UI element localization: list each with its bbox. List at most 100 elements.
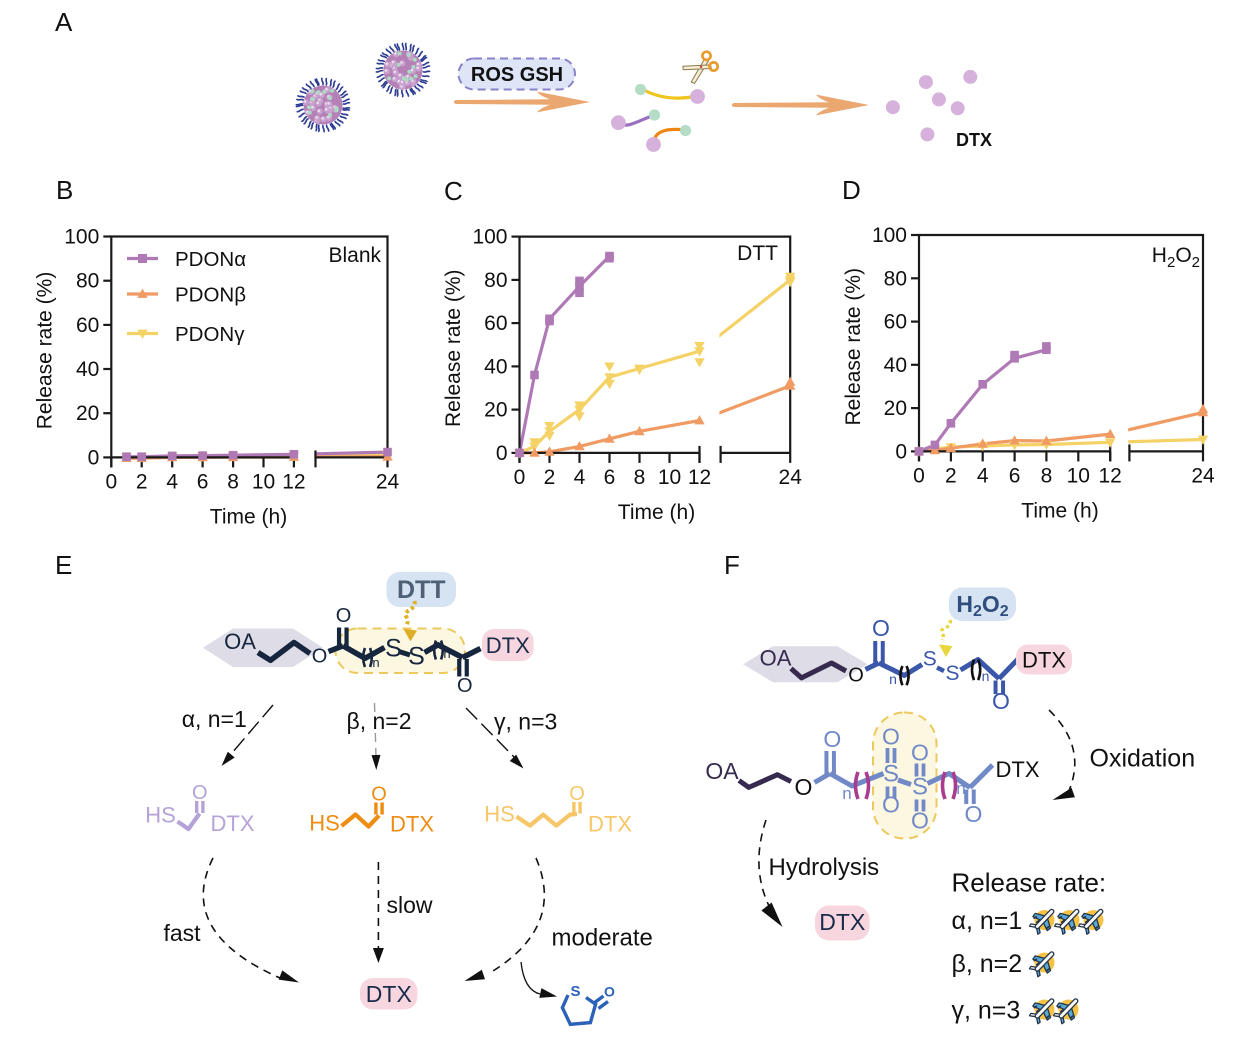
svg-text:2: 2 bbox=[945, 464, 957, 487]
svg-text:Hydrolysis: Hydrolysis bbox=[769, 854, 880, 881]
svg-text:Time (h): Time (h) bbox=[210, 505, 287, 528]
svg-text:Time (h): Time (h) bbox=[618, 501, 695, 524]
svg-text:OA: OA bbox=[224, 629, 256, 654]
svg-text:S: S bbox=[385, 635, 402, 663]
svg-text:PDONα: PDONα bbox=[175, 248, 246, 271]
svg-text:D: D bbox=[842, 175, 861, 205]
svg-text:0: 0 bbox=[496, 442, 508, 465]
svg-text:24: 24 bbox=[779, 466, 803, 489]
svg-text:40: 40 bbox=[76, 358, 99, 381]
svg-text:O: O bbox=[911, 808, 929, 834]
svg-text:A: A bbox=[55, 7, 73, 37]
svg-text:20: 20 bbox=[484, 399, 507, 422]
svg-text:4: 4 bbox=[977, 464, 989, 487]
svg-text:OA: OA bbox=[760, 646, 792, 671]
svg-text:12: 12 bbox=[688, 466, 711, 489]
svg-text:O: O bbox=[192, 782, 208, 804]
svg-text:2: 2 bbox=[544, 466, 556, 489]
svg-text:HS: HS bbox=[145, 803, 176, 828]
svg-text:8: 8 bbox=[227, 470, 239, 493]
svg-text:DTX: DTX bbox=[588, 812, 632, 837]
svg-text:n: n bbox=[982, 668, 990, 684]
svg-text:S: S bbox=[408, 643, 425, 671]
svg-text:DTX: DTX bbox=[996, 757, 1040, 782]
svg-text:O: O bbox=[965, 801, 983, 827]
svg-text:n: n bbox=[889, 671, 897, 687]
svg-text:O: O bbox=[457, 675, 473, 697]
svg-text:S: S bbox=[912, 774, 928, 801]
svg-text:O: O bbox=[371, 784, 387, 806]
svg-text:B: B bbox=[56, 175, 73, 205]
svg-text:n: n bbox=[443, 646, 450, 661]
svg-text:4: 4 bbox=[166, 470, 178, 493]
svg-text:slow: slow bbox=[387, 892, 433, 918]
svg-text:O: O bbox=[795, 774, 813, 800]
svg-text:S: S bbox=[923, 648, 937, 671]
svg-text:S: S bbox=[883, 761, 899, 788]
svg-text:O: O bbox=[312, 646, 328, 668]
svg-text:n: n bbox=[956, 779, 965, 798]
svg-text:Release rate (%): Release rate (%) bbox=[842, 268, 865, 426]
svg-text:γ, n=3: γ, n=3 bbox=[494, 709, 557, 735]
svg-text:0: 0 bbox=[105, 470, 117, 493]
svg-text:O: O bbox=[604, 984, 615, 1000]
svg-text:S: S bbox=[945, 662, 959, 685]
svg-text:E: E bbox=[55, 550, 72, 580]
svg-text:10: 10 bbox=[658, 466, 681, 489]
svg-text:PDONγ: PDONγ bbox=[175, 323, 245, 346]
svg-text:O: O bbox=[823, 726, 841, 752]
svg-text:DTT: DTT bbox=[397, 576, 446, 604]
svg-text:DTX: DTX bbox=[390, 812, 434, 837]
svg-text:2: 2 bbox=[136, 470, 148, 493]
svg-text:DTX: DTX bbox=[211, 811, 255, 836]
svg-text:10: 10 bbox=[1067, 464, 1090, 487]
svg-text:C: C bbox=[444, 176, 463, 206]
svg-text:4: 4 bbox=[574, 466, 586, 489]
svg-text:0: 0 bbox=[913, 464, 925, 487]
svg-text:β, n=2: β, n=2 bbox=[952, 950, 1023, 978]
svg-text:β, n=2: β, n=2 bbox=[347, 708, 412, 734]
svg-text:α, n=1: α, n=1 bbox=[952, 907, 1023, 935]
svg-text:O: O bbox=[911, 740, 929, 766]
svg-text:10: 10 bbox=[252, 470, 275, 493]
svg-text:DTX: DTX bbox=[366, 981, 412, 1007]
svg-text:40: 40 bbox=[484, 355, 507, 378]
svg-text:100: 100 bbox=[64, 226, 99, 249]
svg-text:O: O bbox=[882, 724, 900, 750]
svg-text:moderate: moderate bbox=[552, 925, 653, 952]
svg-text:Release rate:: Release rate: bbox=[952, 868, 1107, 898]
svg-text:OA: OA bbox=[705, 758, 739, 784]
svg-text:24: 24 bbox=[376, 470, 400, 493]
svg-text:DTX: DTX bbox=[1022, 648, 1066, 673]
svg-text:fast: fast bbox=[164, 920, 202, 946]
svg-text:6: 6 bbox=[197, 470, 209, 493]
svg-text:DTX: DTX bbox=[486, 633, 530, 658]
svg-text:Blank: Blank bbox=[328, 244, 381, 267]
svg-text:20: 20 bbox=[76, 402, 99, 425]
svg-text:O: O bbox=[848, 665, 864, 687]
svg-text:6: 6 bbox=[604, 466, 616, 489]
svg-text:Oxidation: Oxidation bbox=[1090, 745, 1196, 773]
svg-text:O: O bbox=[992, 688, 1010, 714]
svg-text:DTX: DTX bbox=[956, 130, 992, 150]
svg-text:O: O bbox=[569, 783, 585, 805]
svg-text:0: 0 bbox=[514, 466, 526, 489]
svg-text:DTX: DTX bbox=[819, 909, 865, 935]
svg-text:8: 8 bbox=[1041, 464, 1053, 487]
svg-text:12: 12 bbox=[1098, 464, 1121, 487]
svg-text:n: n bbox=[842, 784, 851, 803]
svg-text:HS: HS bbox=[309, 811, 340, 836]
svg-text:60: 60 bbox=[884, 311, 907, 334]
svg-text:γ, n=3: γ, n=3 bbox=[952, 997, 1021, 1025]
svg-text:Release rate (%): Release rate (%) bbox=[34, 272, 57, 430]
svg-text:24: 24 bbox=[1191, 464, 1215, 487]
svg-text:8: 8 bbox=[634, 466, 646, 489]
svg-text:α, n=1: α, n=1 bbox=[182, 706, 247, 732]
svg-text:DTT: DTT bbox=[737, 242, 778, 265]
svg-text:100: 100 bbox=[872, 224, 907, 247]
svg-text:O: O bbox=[336, 605, 352, 627]
svg-text:Release rate (%): Release rate (%) bbox=[442, 269, 465, 427]
svg-text:80: 80 bbox=[884, 267, 907, 290]
svg-text:100: 100 bbox=[472, 226, 507, 249]
svg-text:12: 12 bbox=[282, 470, 305, 493]
